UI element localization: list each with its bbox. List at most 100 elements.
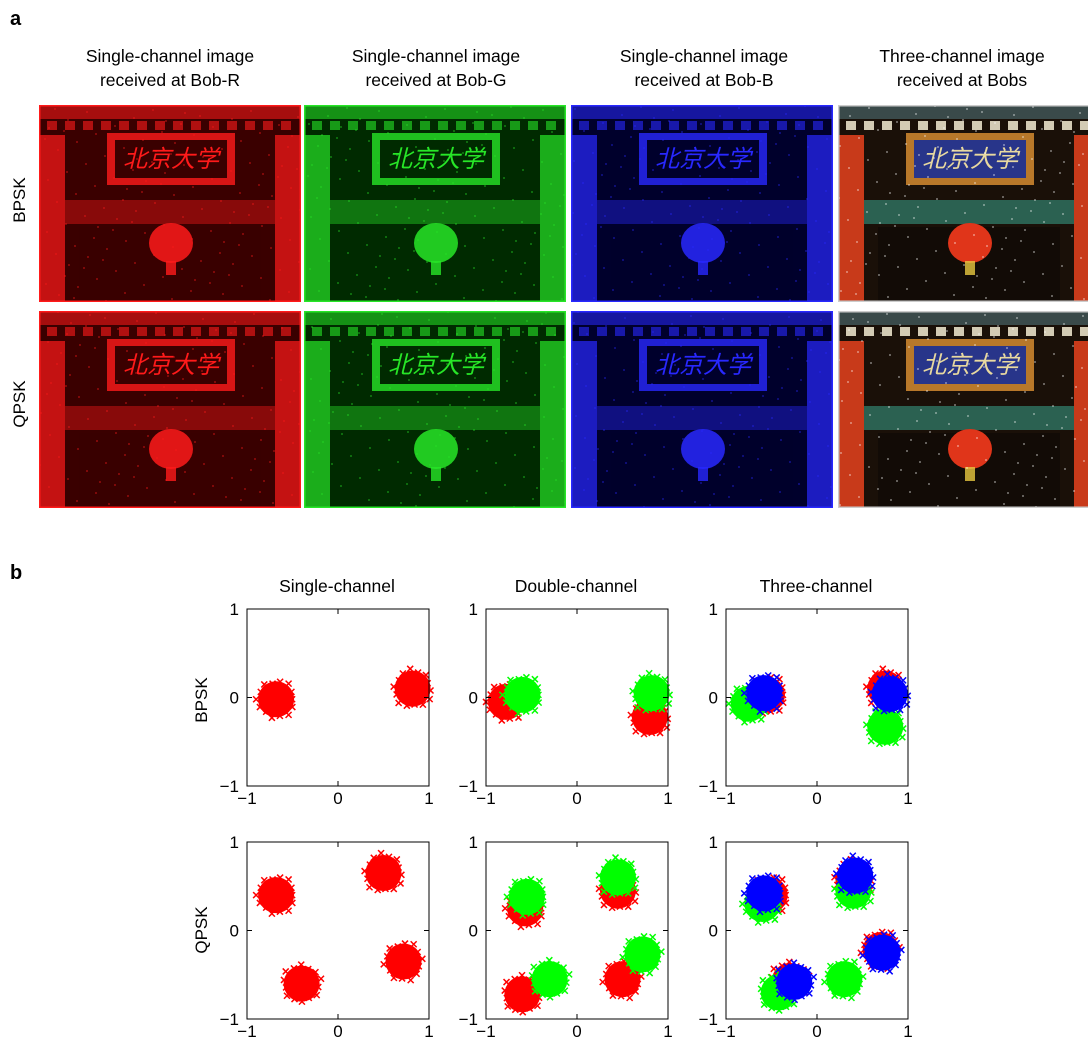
sign-text: 北京大学	[655, 146, 754, 173]
y-tick-label: 0	[469, 922, 478, 941]
x-tick-label: 1	[424, 789, 433, 808]
axes-box	[485, 841, 669, 1020]
cluster-red	[280, 961, 325, 1006]
y-tick-label: −1	[459, 1010, 478, 1029]
y-tick-label: −1	[220, 777, 239, 796]
column-title-bobs: Three-channel image received at Bobs	[829, 44, 1088, 92]
y-tick-label: 0	[709, 689, 718, 708]
x-tick-label: −1	[237, 1022, 256, 1041]
x-tick-label: −1	[237, 789, 256, 808]
cluster-green	[725, 682, 769, 726]
cluster-red	[501, 887, 545, 931]
y-tick-label: −1	[220, 1010, 239, 1029]
cluster-red	[746, 874, 790, 918]
panel-label-b: b	[10, 562, 23, 584]
y-tick-label: 0	[230, 922, 239, 941]
y-tick-label: 1	[469, 833, 478, 852]
column-title-line2: received at Bobs	[896, 70, 1028, 90]
cluster-red	[768, 958, 813, 1003]
cluster-red	[599, 957, 645, 1002]
cluster-red	[482, 680, 526, 724]
y-tick-label: 1	[709, 600, 718, 619]
sign-text: 北京大学	[123, 146, 222, 173]
scatter-plot-2: −1 0 1 −1 0 1	[459, 600, 674, 808]
axes-box	[725, 608, 909, 787]
received-image-bpsk-4: 北京大学	[838, 105, 1088, 302]
column-title-bob-g: Single-channel image received at Bob-G	[303, 44, 569, 92]
received-image-qpsk-3: 北京大学	[571, 311, 833, 508]
cluster-red	[390, 665, 435, 710]
cluster-red	[862, 665, 907, 710]
x-tick-label: 0	[333, 789, 342, 808]
cluster-green	[503, 875, 547, 919]
cluster-green	[862, 703, 907, 748]
axes-box	[246, 841, 430, 1020]
cluster-blue	[867, 670, 912, 715]
cluster-red	[595, 867, 640, 912]
cluster-blue	[740, 671, 784, 716]
received-image-bpsk-2: 北京大学	[304, 105, 566, 302]
axes-box	[725, 841, 909, 1020]
x-tick-label: −1	[476, 789, 495, 808]
column-title-line2: received at Bob-B	[634, 70, 774, 90]
row-label-bpsk-b: BPSK	[192, 677, 211, 723]
cluster-blue	[832, 852, 877, 897]
scatter-plot-1: −1 0 1 −1 0 1	[220, 600, 435, 808]
x-tick-label: 1	[903, 1022, 912, 1041]
column-title-bob-b: Single-channel image received at Bob-B	[571, 44, 837, 92]
column-title-line2: received at Bob-R	[99, 70, 241, 90]
y-tick-label: −1	[459, 777, 478, 796]
scatter-plot-6: −1 0 1 −1 0 1	[699, 833, 913, 1041]
x-tick-label: 1	[663, 789, 672, 808]
scatter-plot-4: −1 0 1 −1 0 1	[220, 833, 434, 1041]
row-label-qpsk-b: QPSK	[192, 906, 211, 954]
cluster-red	[380, 940, 426, 984]
x-tick-label: −1	[716, 1022, 735, 1041]
column-title-line1: Single-channel image	[85, 46, 255, 66]
x-tick-label: 0	[572, 1022, 581, 1041]
sign-text: 北京大学	[123, 352, 222, 379]
received-image-qpsk-4: 北京大学	[838, 311, 1088, 508]
column-title-line1: Three-channel image	[879, 46, 1045, 66]
cluster-blue	[859, 931, 905, 975]
received-image-qpsk-2: 北京大学	[304, 311, 566, 508]
x-tick-label: 0	[572, 789, 581, 808]
sign-text: 北京大学	[655, 352, 754, 379]
y-tick-label: 1	[230, 833, 239, 852]
cluster-green	[595, 854, 640, 898]
cluster-blue	[740, 872, 784, 916]
cluster-green	[629, 669, 674, 714]
x-tick-label: −1	[476, 1022, 495, 1041]
column-title-line2: received at Bob-G	[365, 70, 507, 90]
row-label-bpsk: BPSK	[10, 177, 29, 223]
cluster-red	[361, 849, 405, 894]
cluster-green	[757, 969, 802, 1014]
sign-text: 北京大学	[388, 352, 487, 379]
cluster-green	[820, 957, 867, 1002]
x-tick-label: 1	[663, 1022, 672, 1041]
x-tick-label: 1	[903, 789, 912, 808]
x-tick-label: 1	[424, 1022, 433, 1041]
y-tick-label: −1	[699, 1010, 718, 1029]
y-tick-label: 0	[709, 922, 718, 941]
cluster-red	[627, 693, 672, 738]
cluster-red	[857, 928, 904, 973]
row-label-qpsk: QPSK	[10, 380, 29, 428]
column-title-line1: Single-channel image	[351, 46, 521, 66]
x-tick-label: −1	[716, 789, 735, 808]
x-tick-label: 0	[812, 789, 821, 808]
cluster-green	[738, 882, 783, 927]
y-tick-label: 1	[469, 600, 478, 619]
y-tick-label: 0	[469, 689, 478, 708]
panel-label-a: a	[10, 8, 22, 30]
axes-box	[485, 608, 669, 787]
sign-text: 北京大学	[922, 146, 1021, 173]
cluster-red	[830, 855, 875, 900]
scatter-plot-3: −1 0 1 −1 0 1	[699, 600, 913, 808]
cluster-green	[619, 932, 665, 977]
scatter-plot-5: −1 0 1 −1 0 1	[459, 833, 673, 1041]
plot-title-single: Single-channel	[279, 576, 395, 596]
received-image-bpsk-3: 北京大学	[571, 105, 833, 302]
cluster-green	[528, 956, 573, 1001]
received-image-qpsk-1: 北京大学	[39, 311, 301, 508]
